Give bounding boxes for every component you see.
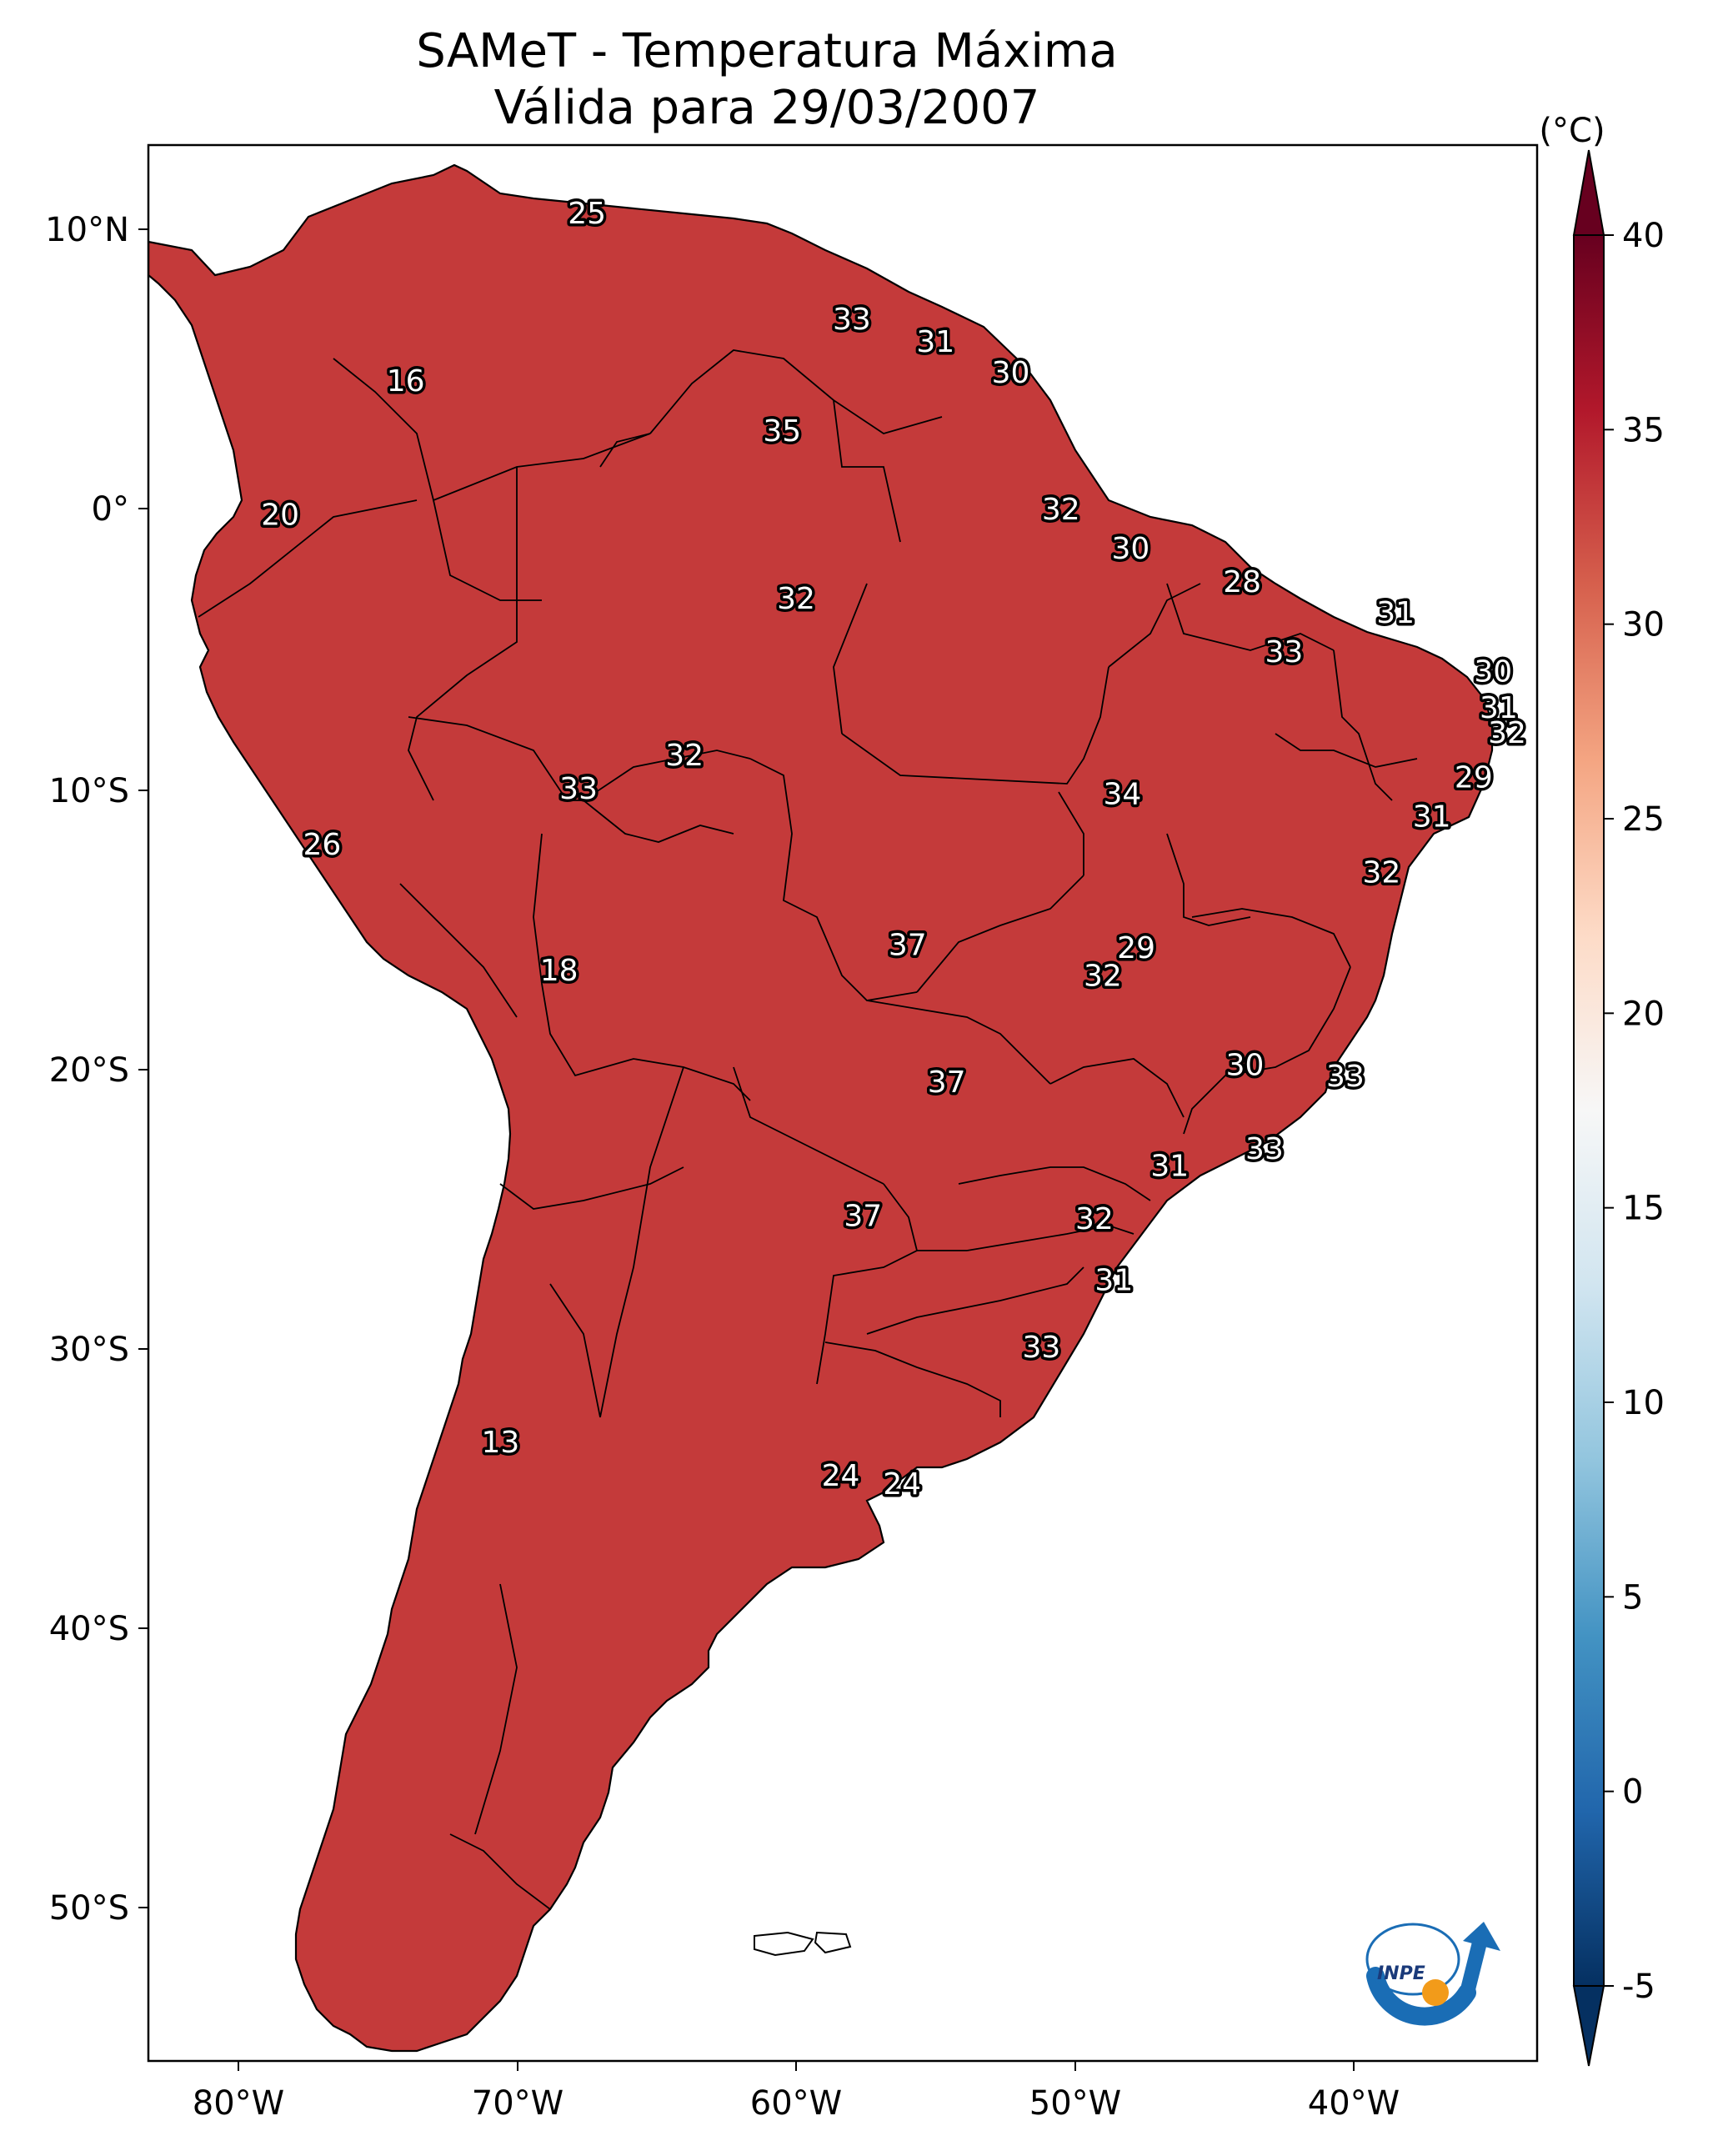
colorbar-tick-label: 40 bbox=[1622, 217, 1665, 255]
colorbar: (°C) 40 35 30 25 20 15 10 5 0 -5 bbox=[1539, 112, 1665, 2067]
colorbar-tick-label: -5 bbox=[1622, 1968, 1655, 2006]
map-value-label: 37 bbox=[889, 929, 927, 963]
logo-arrow-icon bbox=[1463, 1922, 1500, 1951]
lon-tick-label: 80°W bbox=[193, 2084, 284, 2123]
map-value-label: 16 bbox=[387, 364, 425, 399]
lon-tick-label: 40°W bbox=[1308, 2084, 1400, 2123]
colorbar-tick-label: 25 bbox=[1622, 800, 1665, 839]
map-value-label: 31 bbox=[1376, 596, 1415, 630]
map-value-label: 31 bbox=[916, 325, 954, 359]
colorbar-tick-label: 15 bbox=[1622, 1190, 1665, 1228]
map-value-label: 32 bbox=[1042, 493, 1080, 527]
map-value-label: 24 bbox=[883, 1467, 921, 1502]
map-value-label: 33 bbox=[1022, 1331, 1060, 1365]
lon-tick-label: 50°W bbox=[1029, 2084, 1121, 2123]
chart-title: SAMeT - Temperatura Máxima bbox=[416, 24, 1118, 78]
colorbar-scale bbox=[1573, 234, 1605, 1987]
map-value-label: 34 bbox=[1103, 778, 1141, 812]
map-value-label: 25 bbox=[568, 197, 606, 231]
map-value-label: 31 bbox=[1150, 1149, 1189, 1183]
colorbar-tick-label: 10 bbox=[1622, 1384, 1665, 1422]
chart-subtitle: Válida para 29/03/2007 bbox=[493, 81, 1040, 135]
colorbar-tick-label: 35 bbox=[1622, 411, 1665, 449]
lat-tick-label: 0° bbox=[92, 490, 129, 529]
logo-text: INPE bbox=[1377, 1963, 1425, 1984]
map-value-label: 26 bbox=[303, 828, 341, 862]
latitude-axis: 10°N 0° 10°S 20°S 30°S 40°S 50°S bbox=[45, 211, 148, 1928]
map-value-label: 13 bbox=[482, 1426, 520, 1460]
map-value-label: 31 bbox=[1480, 691, 1518, 725]
map-value-label: 30 bbox=[992, 356, 1030, 390]
map-value-label: 33 bbox=[833, 303, 871, 337]
falkland-islands bbox=[754, 1931, 852, 1957]
map-value-label: 30 bbox=[1474, 654, 1512, 689]
colorbar-tick-label: 30 bbox=[1622, 606, 1665, 644]
map-value-label: 33 bbox=[559, 772, 598, 806]
longitude-axis: 80°W 70°W 60°W 50°W 40°W bbox=[193, 2061, 1400, 2123]
lon-tick-label: 60°W bbox=[750, 2084, 842, 2123]
map-value-label: 32 bbox=[1363, 856, 1401, 890]
inpe-logo: INPE bbox=[1365, 1922, 1500, 2026]
map-value-label: 32 bbox=[1084, 959, 1122, 993]
colorbar-tick-label: 20 bbox=[1622, 995, 1665, 1033]
colorbar-tick-label: 0 bbox=[1622, 1773, 1643, 1812]
lat-tick-label: 10°S bbox=[49, 772, 129, 810]
map-value-label: 32 bbox=[1075, 1202, 1114, 1236]
map-value-label: 37 bbox=[844, 1200, 882, 1234]
map-value-label: 29 bbox=[1455, 761, 1493, 795]
colorbar-max-extend bbox=[1572, 149, 1605, 236]
map-value-label: 32 bbox=[665, 739, 704, 773]
colorbar-min-extend bbox=[1572, 1985, 1605, 2067]
lat-tick-label: 10°N bbox=[45, 211, 129, 249]
map-border bbox=[147, 143, 1539, 2063]
lat-tick-label: 40°S bbox=[49, 1610, 129, 1648]
colorbar-unit: (°C) bbox=[1539, 112, 1605, 150]
map-value-label: 37 bbox=[928, 1065, 966, 1100]
map-value-label: 33 bbox=[1326, 1060, 1365, 1094]
logo-dot bbox=[1422, 1979, 1449, 2006]
map-value-label: 30 bbox=[1226, 1049, 1265, 1083]
lat-tick-label: 30°S bbox=[49, 1331, 129, 1369]
map-value-label: 20 bbox=[261, 499, 299, 533]
map-value-label: 33 bbox=[1265, 635, 1303, 669]
lon-tick-label: 70°W bbox=[472, 2084, 563, 2123]
lat-tick-label: 50°S bbox=[49, 1889, 129, 1928]
lat-tick-label: 20°S bbox=[49, 1051, 129, 1090]
logo-swoosh bbox=[1366, 1967, 1476, 2026]
map-value-label: 32 bbox=[777, 582, 815, 616]
map-value-label: 31 bbox=[1413, 800, 1451, 835]
map-value-label: 33 bbox=[1245, 1132, 1284, 1166]
political-borders bbox=[198, 349, 1418, 1910]
map-value-label: 18 bbox=[540, 954, 579, 988]
map-value-label: 32 bbox=[1488, 716, 1526, 750]
map-value-label: 30 bbox=[1111, 532, 1150, 566]
map-value-label: 35 bbox=[763, 414, 801, 449]
map-value-label: 24 bbox=[822, 1459, 860, 1493]
map-value-label: 28 bbox=[1223, 565, 1261, 599]
colorbar-tick-label: 5 bbox=[1622, 1578, 1643, 1617]
map-value-label: 29 bbox=[1117, 931, 1155, 965]
map-value-label: 31 bbox=[1094, 1264, 1133, 1298]
